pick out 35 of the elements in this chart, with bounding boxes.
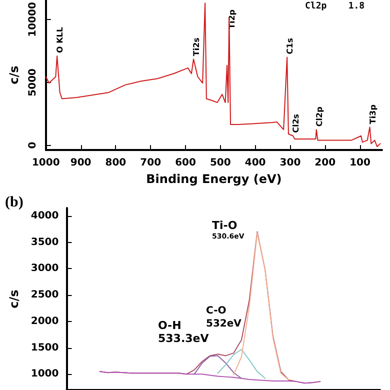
annotation: Ti-O bbox=[212, 219, 238, 232]
y-tick-label: 2500 bbox=[30, 290, 59, 301]
annotation: O KLL bbox=[56, 27, 65, 53]
y-tick-label: 5000 bbox=[27, 68, 38, 96]
annotation: Cl2s bbox=[292, 114, 300, 133]
y-tick-label: 1500 bbox=[30, 342, 59, 354]
y-tick-label: 10000 bbox=[27, 2, 38, 37]
x-tick-label: 700 bbox=[140, 158, 162, 169]
x-axis-title: Binding Energy (eV) bbox=[146, 172, 282, 186]
y-tick-label: 3000 bbox=[30, 263, 59, 274]
annotation: C-O bbox=[206, 306, 226, 316]
annotation: O-H bbox=[158, 319, 182, 332]
x-tick-label: 500 bbox=[210, 158, 231, 169]
y-tick-label: 0 bbox=[27, 142, 38, 149]
x-tick-label: 900 bbox=[70, 158, 92, 169]
x-tick-label: 300 bbox=[280, 158, 301, 169]
y-tick-label: 1000 bbox=[30, 368, 59, 380]
y-tick-label: 3500 bbox=[30, 236, 59, 248]
chart-title: (b) bbox=[5, 194, 24, 210]
y-tick-label: 4000 bbox=[30, 210, 59, 222]
annotation: Cl2p bbox=[314, 106, 324, 127]
annotation: Ti2s bbox=[192, 37, 202, 56]
x-tick-label: 400 bbox=[244, 158, 266, 169]
annotation: 532eV bbox=[206, 318, 242, 330]
x-tick-label: 100 bbox=[350, 158, 370, 169]
annotation: Ti3p bbox=[368, 104, 378, 124]
y-tick-label: 2000 bbox=[30, 316, 59, 327]
annotation: Cl2p 1.8 bbox=[305, 2, 365, 12]
x-tick-label: 200 bbox=[314, 158, 336, 169]
x-tick-label: 800 bbox=[105, 158, 126, 169]
x-tick-label: 600 bbox=[175, 158, 196, 169]
annotation: 533.3eV bbox=[158, 332, 210, 345]
annotation: C1s bbox=[286, 38, 295, 54]
y-axis-title: c/s bbox=[7, 66, 21, 84]
y-axis-title: c/s bbox=[7, 290, 21, 308]
